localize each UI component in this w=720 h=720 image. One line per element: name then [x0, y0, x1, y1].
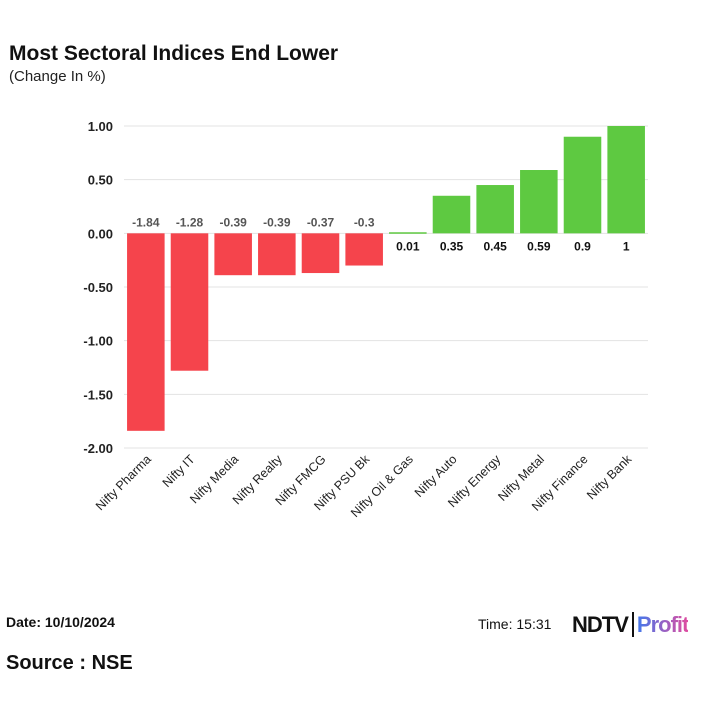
date-label: Date: 10/10/2024 [6, 614, 115, 630]
data-label: -0.37 [307, 215, 335, 229]
x-tick-label: Nifty Pharma [93, 452, 154, 513]
logo-ndtv: NDTV [572, 612, 629, 637]
ndtv-profit-logo: NDTV Profit [572, 612, 689, 638]
bar [520, 170, 558, 234]
chart-subtitle: (Change In %) [9, 68, 106, 85]
y-tick-label: -1.00 [83, 334, 113, 349]
x-tick-label: Nifty IT [160, 452, 198, 490]
bar [432, 195, 471, 234]
bar [476, 185, 514, 234]
bar-chart: 1.00 0.50 0.00 -0.50 -1.00 -1.50 -2.00 -1.84 Nif… [83, 119, 648, 520]
data-label: 0.59 [527, 239, 551, 253]
y-tick-label: -2.00 [83, 441, 113, 456]
chart-title: Most Sectoral Indices End Lower [9, 42, 339, 65]
bar [345, 233, 383, 266]
bar [607, 126, 645, 234]
data-label: -0.3 [354, 215, 375, 229]
data-label: -1.28 [176, 215, 204, 229]
bar [170, 233, 209, 371]
data-label: 0.01 [396, 239, 420, 253]
data-label: -1.84 [132, 215, 160, 229]
data-label: -0.39 [219, 215, 247, 229]
y-tick-label: 1.00 [88, 119, 113, 134]
data-label: 0.35 [440, 239, 464, 253]
data-label: 1 [623, 239, 630, 253]
data-label: 0.9 [574, 239, 591, 253]
y-tick-label: 0.00 [88, 226, 113, 241]
bar [127, 233, 165, 431]
time-label: Time: 15:31 [478, 616, 552, 632]
y-tick-label: -0.50 [83, 280, 113, 295]
data-label: 0.45 [483, 239, 507, 253]
logo-profit: Profit [631, 612, 689, 637]
y-tick-label: 0.50 [88, 173, 113, 188]
bar [301, 233, 340, 274]
bar [563, 136, 602, 234]
x-tick-label: Nifty Bank [584, 452, 635, 503]
bar [389, 232, 427, 234]
bar [214, 233, 252, 276]
bar [258, 233, 296, 276]
source-label: Source : NSE [6, 652, 133, 674]
y-tick-label: -1.50 [83, 387, 113, 402]
data-label: -0.39 [263, 215, 291, 229]
